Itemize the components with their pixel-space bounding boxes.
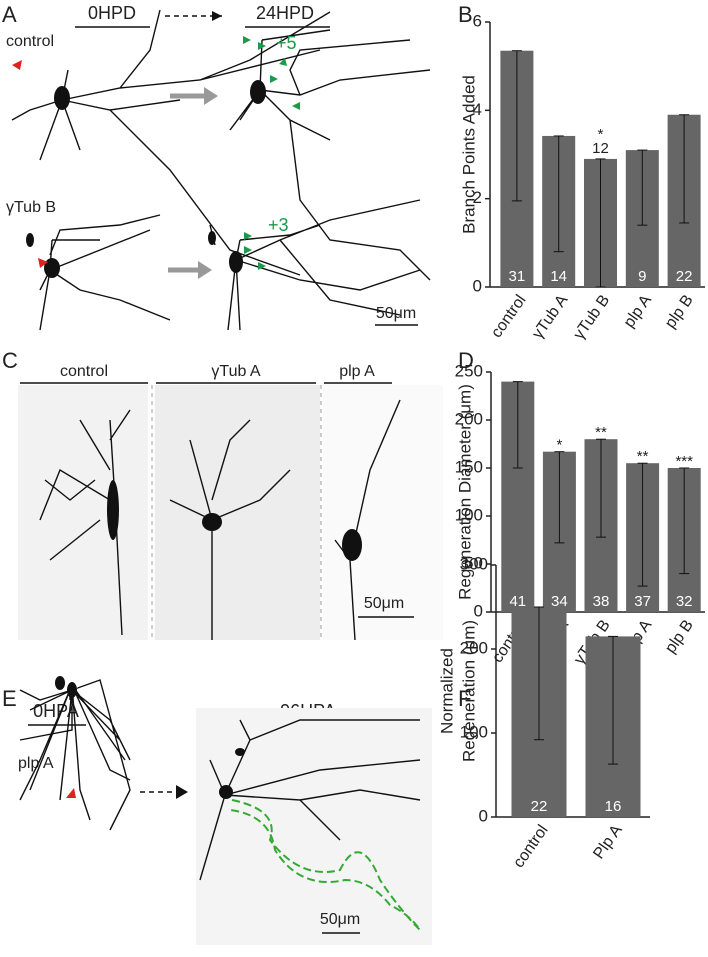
y-axis-label: Regeneration (μm) — [459, 620, 478, 762]
scale-label: 50μm — [364, 595, 404, 612]
n-label: 41 — [509, 593, 526, 610]
n-label: 37 — [634, 593, 651, 610]
y-tick-label: 4 — [473, 100, 482, 119]
y-tick-label: 200 — [455, 409, 483, 428]
panel-label: E — [2, 686, 17, 711]
x-tick-label: plp B — [662, 292, 697, 332]
x-tick-label: control — [488, 292, 529, 341]
row-label: plp A — [18, 755, 54, 772]
n-label: 12 — [592, 140, 609, 157]
x-tick-label: control — [510, 822, 551, 871]
scale-label: 50μm — [320, 911, 360, 928]
panel-label: A — [2, 2, 17, 27]
panel-label: B — [458, 2, 473, 27]
column-header: control — [60, 363, 108, 380]
y-tick-label: 100 — [455, 505, 483, 524]
column-header: plp A — [339, 363, 375, 380]
panel-label: F — [458, 686, 471, 711]
row-label: control — [6, 33, 54, 50]
n-label: 9 — [638, 268, 646, 285]
n-label: 16 — [605, 798, 622, 815]
significance: *** — [675, 453, 693, 470]
added-count: +5 — [276, 33, 297, 53]
y-tick-label: 150 — [455, 457, 483, 476]
y-axis-label: Regeneration Diameter (μm) — [455, 384, 474, 600]
significance: ** — [595, 424, 607, 441]
n-label: 32 — [676, 593, 693, 610]
x-tick-label: γTub A — [529, 292, 571, 342]
significance: * — [556, 437, 562, 454]
panel-label: D — [458, 348, 474, 373]
y-axis-label: Normalized — [437, 648, 456, 734]
n-label: 34 — [551, 593, 568, 610]
row-label: γTub B — [6, 199, 56, 216]
x-tick-label: plp B — [662, 617, 697, 657]
n-label: 31 — [509, 268, 526, 285]
n-label: 22 — [676, 268, 693, 285]
n-label: 38 — [593, 593, 610, 610]
y-tick-label: 0 — [474, 601, 483, 620]
time-label: 24HPD — [256, 3, 314, 23]
panel-a-images: 0HPD 24HPD control +5 γTub B +3 50μm — [6, 3, 431, 331]
y-tick-label: 6 — [473, 11, 482, 30]
x-tick-label: plp A — [621, 292, 656, 331]
panel-e-images: 0HPA 96HPA plp A 50μm — [18, 676, 432, 945]
panel-c-images: control γTub A plp A 50μm — [18, 363, 443, 641]
x-tick-label: γTub B — [571, 292, 614, 343]
n-label: 14 — [550, 268, 567, 285]
time-label: 0HPD — [88, 3, 136, 23]
y-axis-label: Branch Points Added — [459, 75, 478, 234]
column-header: γTub A — [211, 363, 261, 380]
scale-label: 50μm — [376, 305, 416, 322]
y-tick-label: 200 — [460, 638, 488, 657]
time-label: 0HPA — [33, 701, 79, 721]
n-label: 22 — [531, 798, 548, 815]
y-tick-label: 2 — [473, 188, 482, 207]
y-tick-label: 0 — [479, 806, 488, 825]
added-count: +3 — [268, 215, 289, 235]
y-tick-label: 0 — [473, 276, 482, 295]
significance: ** — [637, 448, 649, 465]
y-tick-label: 300 — [460, 554, 488, 573]
y-tick-label: 100 — [460, 722, 488, 741]
significance: * — [598, 126, 604, 143]
panel-label: C — [2, 348, 18, 373]
y-tick-label: 50 — [464, 553, 483, 572]
y-tick-label: 250 — [455, 361, 483, 380]
x-tick-label: Plp A — [590, 822, 626, 863]
